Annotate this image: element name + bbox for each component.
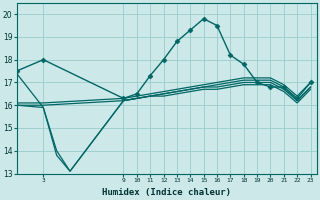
X-axis label: Humidex (Indice chaleur): Humidex (Indice chaleur) xyxy=(102,188,231,197)
